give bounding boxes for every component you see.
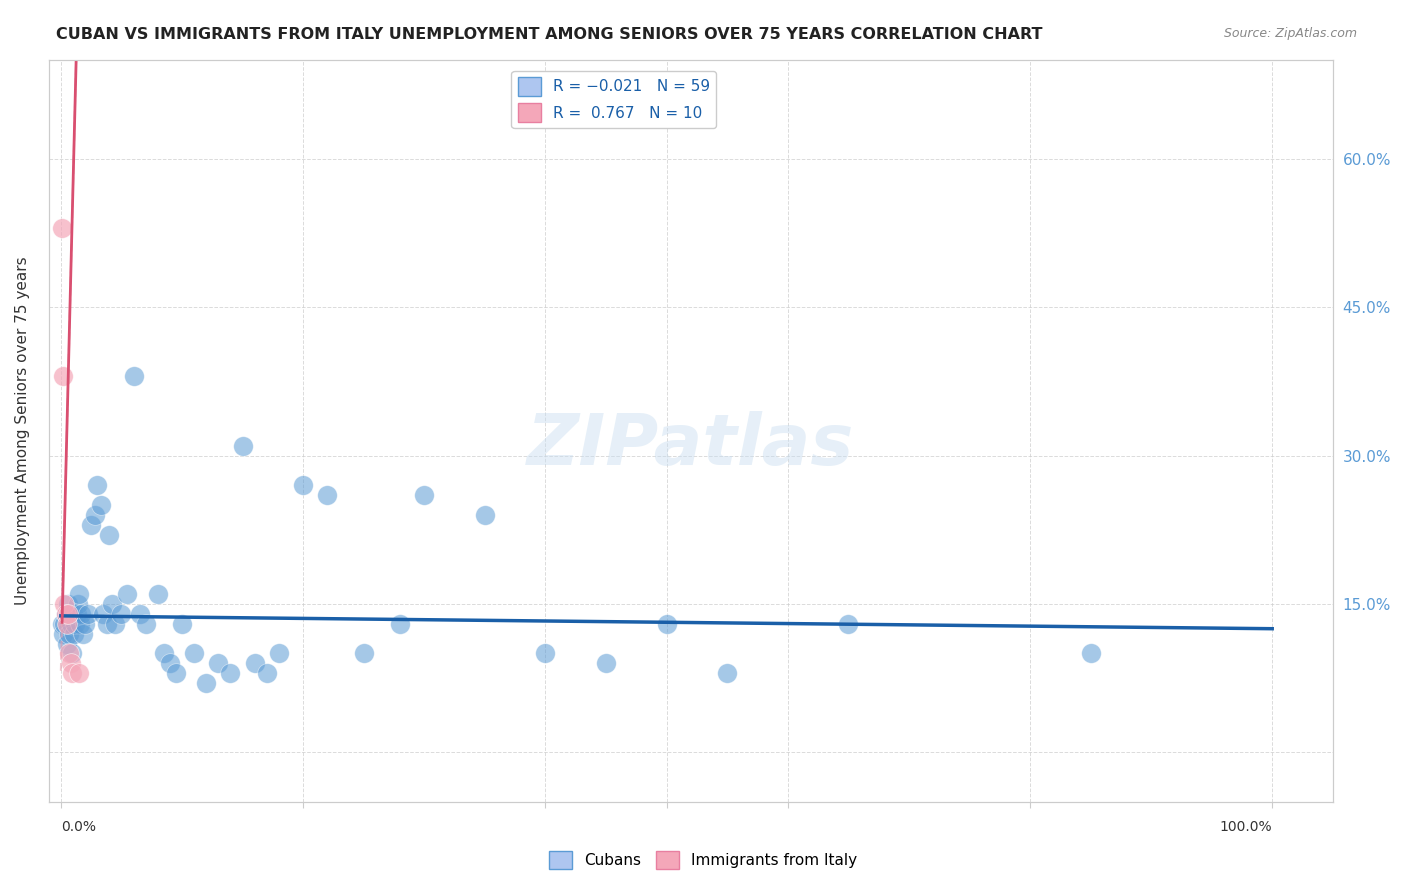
Point (52, 626, 75, 640)
Point (51, 616, 73, 631)
Point (170, 616, 193, 631)
Point (53, 597, 76, 611)
Point (110, 607, 132, 621)
Point (413, 488, 436, 502)
Point (67, 666, 90, 681)
Point (292, 478, 315, 492)
Point (474, 508, 496, 522)
Point (58, 647, 80, 661)
Point (534, 647, 557, 661)
Point (69, 616, 91, 631)
Text: ZIPatlas: ZIPatlas (527, 411, 855, 480)
Point (165, 666, 187, 681)
Point (86, 478, 108, 492)
Point (267, 647, 290, 661)
Point (55, 607, 77, 621)
Point (67, 587, 90, 601)
Point (60, 666, 83, 681)
Point (135, 616, 157, 631)
Point (389, 616, 412, 631)
Text: 100.0%: 100.0% (1219, 820, 1272, 834)
Point (60, 647, 83, 661)
Point (56, 607, 79, 621)
Point (59, 616, 82, 631)
Point (62, 607, 84, 621)
Point (1080, 647, 1102, 661)
Point (655, 616, 678, 631)
Point (53, 616, 76, 631)
Point (256, 666, 278, 681)
Point (91, 607, 114, 621)
Point (219, 666, 242, 681)
Point (72, 626, 94, 640)
Point (58, 626, 80, 640)
Point (122, 369, 145, 384)
Point (100, 597, 122, 611)
Point (353, 647, 375, 661)
Y-axis label: Unemployment Among Seniors over 75 years: Unemployment Among Seniors over 75 years (15, 256, 30, 605)
Point (65, 607, 87, 621)
Point (51, 220, 73, 235)
Point (96, 616, 118, 631)
Point (98, 527, 121, 541)
Point (243, 657, 266, 671)
Point (153, 647, 176, 661)
Point (232, 439, 254, 453)
Text: Source: ZipAtlas.com: Source: ZipAtlas.com (1223, 27, 1357, 40)
Point (70, 607, 93, 621)
Point (83, 508, 105, 522)
Text: CUBAN VS IMMIGRANTS FROM ITALY UNEMPLOYMENT AMONG SENIORS OVER 75 YEARS CORRELAT: CUBAN VS IMMIGRANTS FROM ITALY UNEMPLOYM… (56, 27, 1043, 42)
Point (52, 369, 75, 384)
Point (146, 587, 169, 601)
Point (183, 647, 205, 661)
Point (65, 616, 87, 631)
Point (195, 676, 218, 690)
Point (55, 607, 77, 621)
Point (104, 616, 127, 631)
Point (75, 616, 97, 631)
Legend: Cubans, Immigrants from Italy: Cubans, Immigrants from Italy (543, 845, 863, 875)
Point (716, 666, 738, 681)
Text: 0.0%: 0.0% (60, 820, 96, 834)
Point (56, 616, 79, 631)
Point (90, 498, 112, 512)
Point (128, 607, 150, 621)
Point (595, 657, 617, 671)
Point (59, 657, 82, 671)
Point (66, 597, 89, 611)
Point (76, 607, 98, 621)
Point (56, 597, 79, 611)
Point (117, 587, 139, 601)
Point (837, 616, 859, 631)
Point (159, 657, 181, 671)
Point (207, 657, 229, 671)
Point (80, 517, 103, 532)
Point (316, 488, 339, 502)
Point (63, 626, 86, 640)
Legend: R = −0.021   N = 59, R =  0.767   N = 10: R = −0.021 N = 59, R = 0.767 N = 10 (512, 71, 716, 128)
Point (56, 636, 79, 650)
